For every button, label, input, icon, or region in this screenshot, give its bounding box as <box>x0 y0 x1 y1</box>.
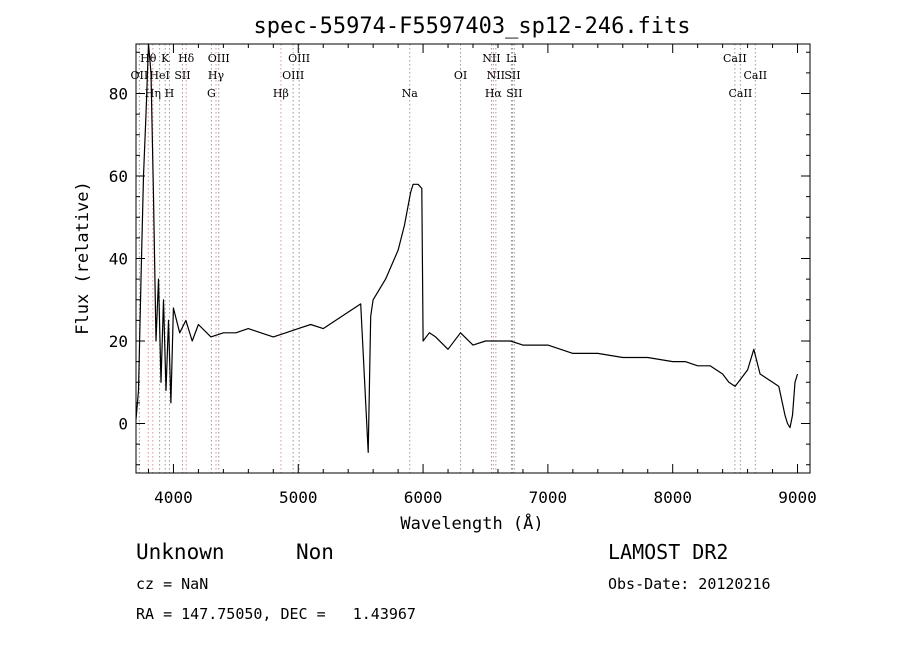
y-tick-label: 0 <box>118 415 128 434</box>
line-label: OIII <box>208 52 230 65</box>
class-label: Unknown <box>136 540 225 564</box>
x-tick-label: 5000 <box>279 488 318 507</box>
x-tick-label: 8000 <box>653 488 692 507</box>
spectrum-line <box>135 43 799 453</box>
line-label: CaII <box>729 87 753 100</box>
coordinates-text: RA = 147.75050, DEC = 1.43967 <box>136 605 416 623</box>
line-label: CaII <box>723 52 747 65</box>
x-tick-label: 7000 <box>529 488 568 507</box>
y-tick-label: 60 <box>109 167 128 186</box>
line-label: OI <box>454 69 467 82</box>
line-label: Hγ <box>208 69 225 82</box>
x-axis: 4000 5000 6000 7000 8000 9000 <box>147 44 817 507</box>
line-label: Hη <box>145 87 161 100</box>
line-labels: OIIHθHηHeIKHSIIHδGHγOIIIHβOIIIOIIINaOINI… <box>131 52 768 100</box>
y-tick-label: 20 <box>109 332 128 351</box>
x-axis-label: Wavelength (Å) <box>400 512 543 534</box>
line-label: HeI <box>149 69 169 82</box>
plot-frame <box>135 43 811 474</box>
line-label: SII <box>174 69 190 82</box>
x-tick-label: 4000 <box>154 488 193 507</box>
obs-date-text: Obs-Date: 20120216 <box>608 575 771 593</box>
line-label: NII <box>482 52 500 65</box>
line-label: Na <box>402 87 419 100</box>
line-label: SII <box>504 69 520 82</box>
y-axis: 0 20 40 60 80 <box>109 51 810 466</box>
line-label: OII <box>131 69 149 82</box>
line-label: H <box>165 87 175 100</box>
line-label: NII <box>487 69 505 82</box>
redshift-text: cz = NaN <box>136 575 209 593</box>
y-tick-label: 40 <box>109 250 128 269</box>
line-label: Hβ <box>273 87 289 100</box>
chart-title: spec-55974-F5597403_sp12-246.fits <box>253 14 690 39</box>
line-label: Li <box>506 52 517 65</box>
line-label: K <box>161 52 170 65</box>
x-tick-label: 9000 <box>778 488 817 507</box>
survey-label: LAMOST DR2 <box>608 540 729 564</box>
line-label: SII <box>506 87 522 100</box>
line-label: CaII <box>743 69 767 82</box>
subclass-label: Non <box>296 540 334 564</box>
line-label: Hα <box>485 87 503 100</box>
x-tick-label: 6000 <box>404 488 443 507</box>
line-label: OIII <box>288 52 310 65</box>
emission-line-markers <box>138 44 756 473</box>
line-label: G <box>207 87 216 100</box>
line-label: OIII <box>282 69 304 82</box>
y-axis-label: Flux (relative) <box>73 181 93 335</box>
line-label: Hδ <box>178 52 195 65</box>
y-tick-label: 80 <box>109 85 128 104</box>
